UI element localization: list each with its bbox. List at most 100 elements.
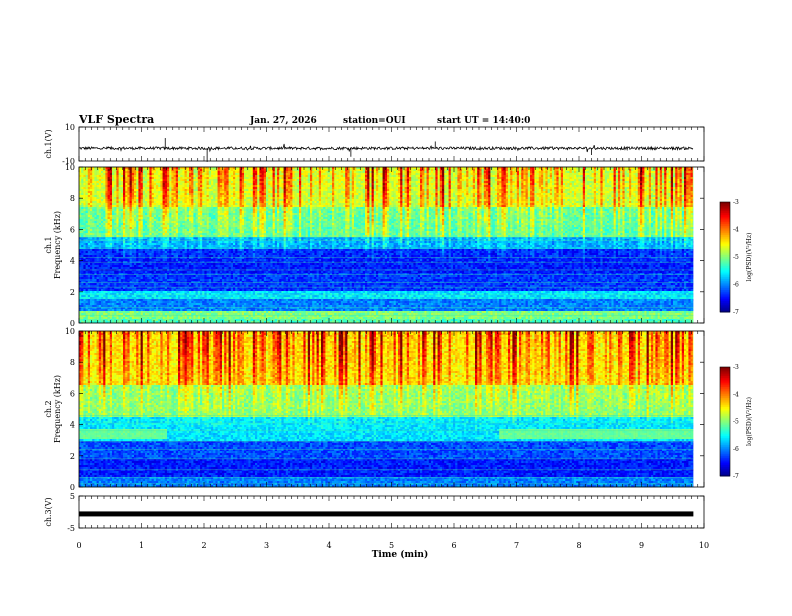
ch1-spectrogram-cell xyxy=(136,193,139,195)
ch1-spectrogram-cell xyxy=(101,305,104,307)
ch1-spectrogram-cell xyxy=(180,219,183,221)
ch1-spectrogram-cell xyxy=(163,191,166,193)
ch1-spectrogram-cell xyxy=(94,191,97,193)
ch1-spectrogram-cell xyxy=(176,177,179,179)
ch1-spectrogram-cell xyxy=(141,255,144,257)
ch1-spectrogram-cell xyxy=(182,251,185,253)
ch1-spectrogram-cell xyxy=(187,245,190,247)
ch1-spectrogram-cell xyxy=(149,175,152,177)
ch1-spectrogram-cell xyxy=(130,195,133,197)
ch1-spectrogram-cell xyxy=(132,207,135,209)
ch1-spectrogram-cell xyxy=(99,265,102,267)
ch1-spectrogram-cell xyxy=(149,249,152,251)
ch1-spectrogram-cell xyxy=(143,283,146,285)
ch1-spectrogram-cell xyxy=(83,227,86,229)
ch1-spectrogram-cell xyxy=(103,173,106,175)
ch1-spectrogram-cell xyxy=(97,305,100,307)
ch1-spectrogram-cell xyxy=(180,283,183,285)
ch1-spectrogram-cell xyxy=(169,313,172,315)
ch1-spectrogram-cell xyxy=(94,305,97,307)
ch1-spectrogram-cell xyxy=(143,229,146,231)
ch1-spectrogram-cell xyxy=(178,249,181,251)
ch1-spectrogram-cell xyxy=(198,193,201,195)
ch1-spectrogram-cell xyxy=(176,301,179,303)
ch1-spectrogram-cell xyxy=(182,267,185,269)
ch1-spectrogram-cell xyxy=(167,205,170,207)
ch1-spectrogram-cell xyxy=(114,255,117,257)
ch1-spectrogram-cell xyxy=(132,319,135,321)
ch1-spectrogram-cell xyxy=(200,233,203,235)
ch1-spectrogram-cell xyxy=(145,211,148,213)
ch1-spectrogram-cell xyxy=(141,281,144,283)
ch1-spectrogram-cell xyxy=(158,267,161,269)
ch1-spectrogram-cell xyxy=(114,227,117,229)
ch1-spectrogram-cell xyxy=(88,179,91,181)
ch1-spectrogram-cell xyxy=(123,241,126,243)
ch1-spectrogram-cell xyxy=(152,177,155,179)
ch1-spectrogram-cell xyxy=(136,187,139,189)
ch1-spectrogram-cell xyxy=(138,303,141,305)
ch1-spectrogram-cell xyxy=(121,221,124,223)
ch1-spectrogram-cell xyxy=(136,311,139,313)
ch1-spectrogram-cell xyxy=(103,309,106,311)
ch1-spectrogram-cell xyxy=(130,281,133,283)
ch1-spectrogram-cell xyxy=(189,265,192,267)
ch1-spectrogram-cell xyxy=(145,185,148,187)
ch1-spectrogram-cell xyxy=(119,189,122,191)
ch1-spectrogram-cell xyxy=(81,241,84,243)
ch1-spectrogram-cell xyxy=(92,195,95,197)
ch1-spectrogram-cell xyxy=(97,203,100,205)
ch1-spectrogram-cell xyxy=(130,311,133,313)
ch1-spectrogram-cell xyxy=(94,309,97,311)
ch1-spectrogram-cell xyxy=(204,217,207,219)
ch1-spectrogram-cell xyxy=(207,303,210,305)
ch1-spectrogram-cell xyxy=(97,243,100,245)
ch1-spectrogram-cell xyxy=(165,215,168,217)
ch1-spectrogram-cell xyxy=(193,271,196,273)
ch1-spectrogram-cell xyxy=(160,309,163,311)
ch1-spectrogram-cell xyxy=(119,249,122,251)
ch1-spectrogram-cell xyxy=(86,267,89,269)
ch1-spectrogram-cell xyxy=(145,181,148,183)
ch1-spectrogram-cell xyxy=(127,183,129,185)
ch1-spectrogram-cell xyxy=(193,229,196,231)
ch1-spectrogram-cell xyxy=(119,193,122,195)
ch1-spectrogram-cell xyxy=(88,169,91,171)
ch1-spectrogram-cell xyxy=(147,223,150,225)
ch1-spectrogram-cell xyxy=(204,243,207,245)
ch1-spectrogram-cell xyxy=(180,179,183,181)
ch1-spectrogram-cell xyxy=(154,277,157,279)
ch1-spectrogram-cell xyxy=(207,277,210,279)
ch1-spectrogram-cell xyxy=(134,175,137,177)
ch1-spectrogram-cell xyxy=(204,265,207,267)
ch1-spectrogram-cell xyxy=(130,317,133,319)
ch1-spectrogram-cell xyxy=(86,205,89,207)
ch1-spectrogram-cell xyxy=(158,171,161,173)
ch1-spectrogram-cell xyxy=(83,311,86,313)
ch1-spectrogram-cell xyxy=(182,223,185,225)
ch1-spectrogram-cell xyxy=(103,319,106,321)
ch1-spectrogram-cell xyxy=(176,201,179,203)
ch1-spectrogram-cell xyxy=(83,205,86,207)
ch1-spectrogram-cell xyxy=(110,289,113,291)
ch1-spectrogram-cell xyxy=(182,259,185,261)
ch1-spectrogram-cell xyxy=(196,255,199,257)
ch1-spectrogram-cell xyxy=(94,263,97,265)
ch1-spectrogram-cell xyxy=(191,173,194,175)
ch1-spectrogram-cell xyxy=(141,277,144,279)
ch1-spectrogram-cell xyxy=(116,267,119,269)
ch1-spectrogram-cell xyxy=(156,171,159,173)
ch1-spectrogram-cell xyxy=(86,281,89,283)
ch1-spectrogram-cell xyxy=(196,311,199,313)
ch1-spectrogram-cell xyxy=(154,305,157,307)
ch1-spectrogram-cell xyxy=(189,313,192,315)
ch1-spectrogram-cell xyxy=(187,209,190,211)
ch1-spectrogram-cell xyxy=(130,283,133,285)
ch1-spectrogram-cell xyxy=(207,191,210,193)
ch1-spectrogram-cell xyxy=(108,303,111,305)
ch1-spectrogram-cell xyxy=(191,311,194,313)
ch1-spectrogram-cell xyxy=(123,283,126,285)
ch1-spectrogram-cell xyxy=(88,259,91,261)
ch1-spectrogram-cell xyxy=(196,181,199,183)
